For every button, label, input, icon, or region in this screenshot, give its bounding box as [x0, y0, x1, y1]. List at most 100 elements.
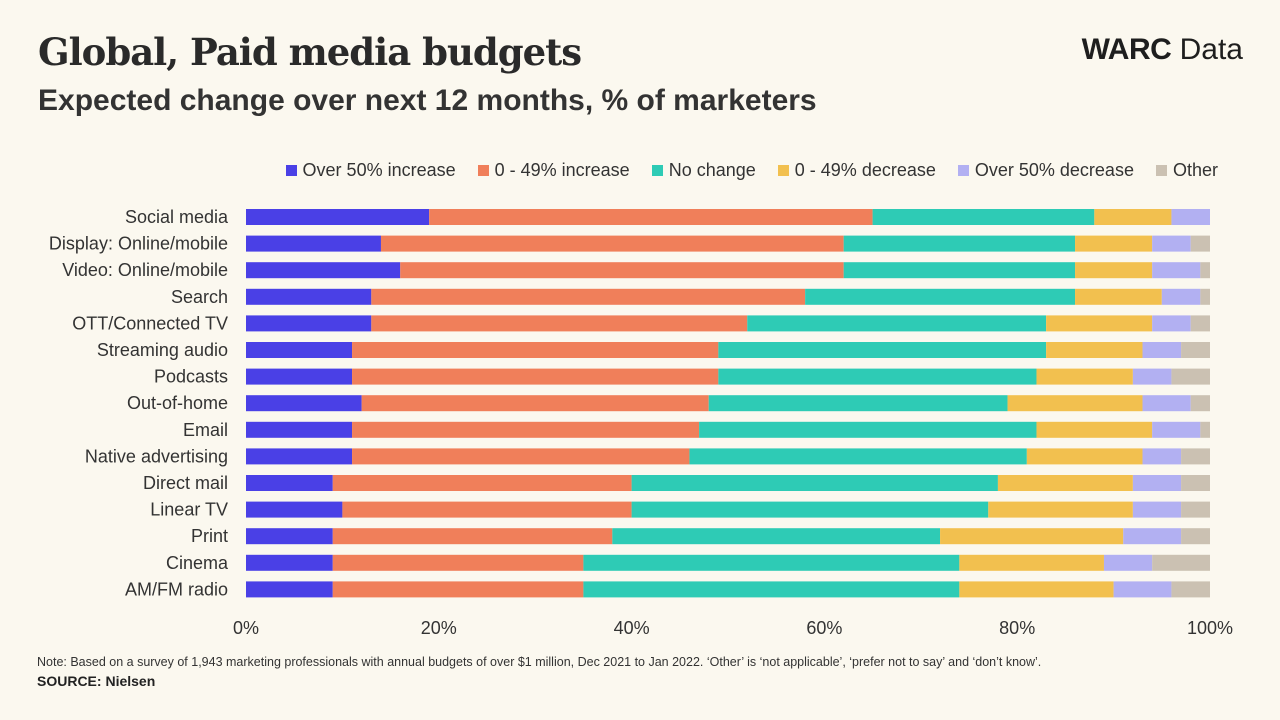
chart-title: Global, Paid media budgets — [38, 30, 582, 74]
bar-segment — [1181, 501, 1210, 518]
footnote: Note: Based on a survey of 1,943 marketi… — [37, 655, 1042, 669]
brand-logo-light: Data — [1179, 33, 1243, 66]
x-tick-label: 20% — [421, 618, 457, 638]
legend-swatch — [777, 165, 789, 176]
chart-subtitle: Expected change over next 12 months, % o… — [38, 84, 817, 117]
bar-segment — [1152, 235, 1191, 252]
x-tick-label: 60% — [806, 618, 842, 638]
bar-segment — [1142, 342, 1182, 358]
bar-segment — [1181, 475, 1210, 491]
category-label: Streaming audio — [97, 340, 228, 360]
x-tick-label: 0% — [233, 618, 259, 638]
bar-segment — [843, 262, 1076, 279]
bar-segment — [1190, 315, 1210, 332]
bar-segment — [1152, 554, 1210, 571]
bar-segment — [1181, 528, 1210, 545]
bar-segment — [1046, 342, 1143, 358]
bar-segment — [1075, 288, 1162, 305]
legend-label: 0 - 49% increase — [494, 160, 630, 180]
bar-segment — [843, 235, 1076, 252]
bar-segment — [1190, 395, 1210, 412]
bar-segment — [332, 581, 584, 598]
bar-segment — [361, 395, 709, 412]
source-label: SOURCE: — [37, 673, 102, 689]
bar-segment — [246, 501, 343, 518]
bar-segment — [1103, 554, 1153, 571]
bar-segment — [246, 421, 353, 438]
legend-item-0: Over 50% increase — [285, 160, 456, 181]
legend-label: Over 50% decrease — [974, 160, 1134, 180]
legend-item-2: No change — [651, 160, 756, 181]
legend-label: No change — [668, 160, 756, 180]
legend-swatch — [477, 165, 489, 176]
bar-segment — [332, 554, 584, 571]
bar-segment — [246, 448, 353, 465]
bar-segment — [631, 475, 998, 491]
legend-label: Other — [1172, 160, 1218, 180]
source-value: Nielsen — [105, 673, 156, 689]
bar-segment — [1200, 421, 1210, 438]
category-label: Search — [171, 287, 228, 307]
chart-legend: Over 50% increase 0 - 49% increase No chan… — [285, 160, 1218, 181]
bar-segment — [1152, 315, 1191, 332]
category-label: Social media — [125, 207, 229, 227]
bar-segment — [1171, 368, 1210, 385]
bar-segment — [1132, 501, 1182, 518]
category-label: Video: Online/mobile — [62, 260, 228, 280]
bar-segment — [246, 475, 333, 491]
legend-item-4: Over 50% decrease — [957, 160, 1134, 181]
bar-segment — [1123, 528, 1182, 545]
bar-segment — [1200, 262, 1210, 279]
bar-segment — [371, 288, 806, 305]
bar-segment — [246, 554, 333, 571]
bar-segment — [1094, 209, 1172, 225]
x-tick-label: 40% — [614, 618, 650, 638]
bar-segment — [1171, 581, 1210, 598]
category-label: Cinema — [166, 553, 229, 573]
category-label: Print — [191, 526, 228, 546]
legend-swatch — [285, 165, 297, 176]
bar-segment — [246, 288, 372, 305]
category-label: Direct mail — [143, 473, 228, 493]
bar-segment — [246, 262, 401, 279]
bar-segment — [1161, 288, 1201, 305]
category-label: OTT/Connected TV — [72, 313, 228, 333]
bar-segment — [1007, 395, 1143, 412]
bar-segment — [1026, 448, 1143, 465]
bar-segment — [332, 475, 632, 491]
bar-segment — [959, 554, 1104, 571]
bar-segment — [246, 368, 353, 385]
bar-segment — [1152, 421, 1201, 438]
bar-segment — [1075, 262, 1153, 279]
source-line: SOURCE: Nielsen — [37, 673, 155, 689]
stacked-bar-chart: Social media Display: Online/mobile Video:… — [49, 207, 1233, 638]
bar-segment — [699, 421, 1037, 438]
bar-segment — [332, 528, 613, 545]
bar-segment — [352, 448, 690, 465]
bar-segment — [1200, 288, 1210, 305]
bar-segment — [400, 262, 844, 279]
bar-segment — [1181, 448, 1210, 465]
legend-label: 0 - 49% decrease — [794, 160, 936, 180]
bar-segment — [1142, 448, 1182, 465]
bar-segment — [371, 315, 748, 332]
bar-segment — [1190, 235, 1210, 252]
bar-segment — [1142, 395, 1191, 412]
bar-segment — [246, 528, 333, 545]
legend-item-3: 0 - 49% decrease — [777, 160, 936, 181]
bar-segment — [342, 501, 632, 518]
bar-segment — [429, 209, 873, 225]
bar-segment — [718, 368, 1037, 385]
bar-segment — [1075, 235, 1153, 252]
bar-segment — [708, 395, 1008, 412]
bar-segment — [612, 528, 941, 545]
bar-segment — [246, 581, 333, 598]
bar-segment — [631, 501, 989, 518]
legend-swatch — [651, 165, 663, 176]
bar-segment — [1171, 209, 1210, 225]
bar-segment — [997, 475, 1133, 491]
bar-segment — [1181, 342, 1210, 358]
bar-segment — [1152, 262, 1201, 279]
legend-label: Over 50% increase — [302, 160, 456, 180]
bar-segment — [747, 315, 1047, 332]
